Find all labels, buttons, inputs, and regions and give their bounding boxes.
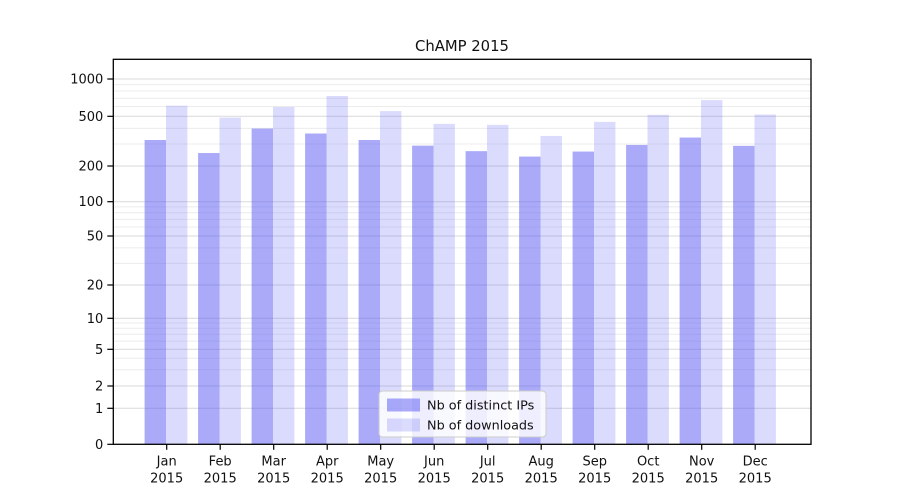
x-tick-year: 2015 <box>525 472 558 487</box>
x-tick-year: 2015 <box>739 472 772 487</box>
bar-jun-distinct-ips <box>412 145 434 445</box>
x-tick-year: 2015 <box>685 472 718 487</box>
y-tick-label-2: 2 <box>95 380 103 395</box>
bar-sep-distinct-ips <box>572 151 594 445</box>
x-tick-year: 2015 <box>364 472 397 487</box>
bar-nov-downloads <box>701 100 723 445</box>
y-tick-label-100: 100 <box>78 195 103 210</box>
bar-jul-downloads <box>487 124 509 445</box>
x-tick-year: 2015 <box>204 472 237 487</box>
x-tick-label-sep: Sep 2015 <box>578 455 611 487</box>
plot-frame <box>112 58 812 445</box>
y-tick-label-50: 50 <box>87 230 104 245</box>
x-tick-month: Sep <box>582 455 607 470</box>
y-tick-label-5: 5 <box>95 343 103 358</box>
bar-jun-downloads <box>433 123 455 445</box>
x-tick-year: 2015 <box>150 472 183 487</box>
x-tick-year: 2015 <box>311 472 344 487</box>
x-tick-month: Jun <box>423 455 444 470</box>
x-tick-month: Jul <box>479 455 496 470</box>
x-tick-label-may: May 2015 <box>364 455 397 487</box>
x-tick-year: 2015 <box>578 472 611 487</box>
legend-frame <box>378 390 547 438</box>
x-tick-month: May <box>367 455 394 470</box>
x-tick-year: 2015 <box>257 472 290 487</box>
x-tick-month: Aug <box>529 455 554 470</box>
x-tick-label-jun: Jun 2015 <box>418 455 451 487</box>
chart-title: ChAMP 2015 <box>415 38 509 55</box>
y-tick-label-1: 1 <box>95 402 103 417</box>
legend-swatch-downloads <box>387 418 420 432</box>
bar-may-distinct-ips <box>358 140 380 445</box>
bar-apr-downloads <box>326 96 348 445</box>
x-tick-month: Dec <box>743 455 768 470</box>
bar-nov-distinct-ips <box>679 137 701 445</box>
x-tick-month: Oct <box>637 455 659 470</box>
bars-downloads <box>166 96 776 445</box>
x-tick-label-feb: Feb 2015 <box>204 455 237 487</box>
bar-sep-downloads <box>594 121 616 445</box>
y-tick-label-200: 200 <box>78 160 103 175</box>
x-tick-month: Nov <box>689 455 715 470</box>
bar-dec-distinct-ips <box>733 145 755 445</box>
bar-mar-downloads <box>273 106 295 445</box>
x-tick-label-jan: Jan 2015 <box>150 455 183 487</box>
x-tick-label-jul: Jul 2015 <box>471 455 504 487</box>
bar-jan-distinct-ips <box>144 140 166 445</box>
bar-feb-downloads <box>219 117 241 445</box>
bar-jul-distinct-ips <box>465 151 487 445</box>
x-tick-label-dec: Dec 2015 <box>739 455 772 487</box>
x-tick-label-oct: Oct 2015 <box>632 455 665 487</box>
legend-label-downloads: Nb of downloads <box>427 419 534 434</box>
y-tick-label-1000: 1000 <box>70 73 103 88</box>
x-tick-year: 2015 <box>418 472 451 487</box>
x-tick-label-mar: Mar 2015 <box>257 455 290 487</box>
y-tick-label-20: 20 <box>87 279 104 294</box>
bar-mar-distinct-ips <box>251 128 273 445</box>
bar-dec-downloads <box>754 114 776 445</box>
x-tick-label-apr: Apr 2015 <box>311 455 344 487</box>
y-tick-label-0: 0 <box>95 438 103 453</box>
x-axis: Jan 2015 Feb 2015 Mar 2015 Apr 2015 May 2015 Jun 20… <box>150 444 772 487</box>
x-tick-year: 2015 <box>471 472 504 487</box>
bar-aug-downloads <box>540 135 562 445</box>
bar-oct-downloads <box>647 114 669 445</box>
bars-distinct-ips <box>144 128 755 445</box>
legend-label-distinct-ips: Nb of distinct IPs <box>427 399 535 414</box>
bar-may-downloads <box>380 111 402 445</box>
bar-aug-distinct-ips <box>519 156 541 445</box>
y-tick-label-10: 10 <box>87 312 104 327</box>
y-axis: 0 1 2 5 10 20 50 100 200 500 1000 <box>70 73 114 453</box>
y-tick-label-500: 500 <box>78 110 103 125</box>
bar-apr-distinct-ips <box>305 133 327 445</box>
x-tick-month: Feb <box>209 455 232 470</box>
x-tick-label-nov: Nov 2015 <box>685 455 718 487</box>
x-tick-month: Apr <box>316 455 339 470</box>
bar-jan-downloads <box>166 105 188 445</box>
legend-swatch-distinct-ips <box>387 398 420 412</box>
x-tick-month: Jan <box>156 455 177 470</box>
bar-oct-distinct-ips <box>626 144 648 445</box>
x-tick-label-aug: Aug 2015 <box>525 455 558 487</box>
x-tick-month: Mar <box>261 455 286 470</box>
x-tick-year: 2015 <box>632 472 665 487</box>
legend: Nb of distinct IPs Nb of downloads <box>378 390 547 438</box>
bar-feb-distinct-ips <box>198 153 220 445</box>
